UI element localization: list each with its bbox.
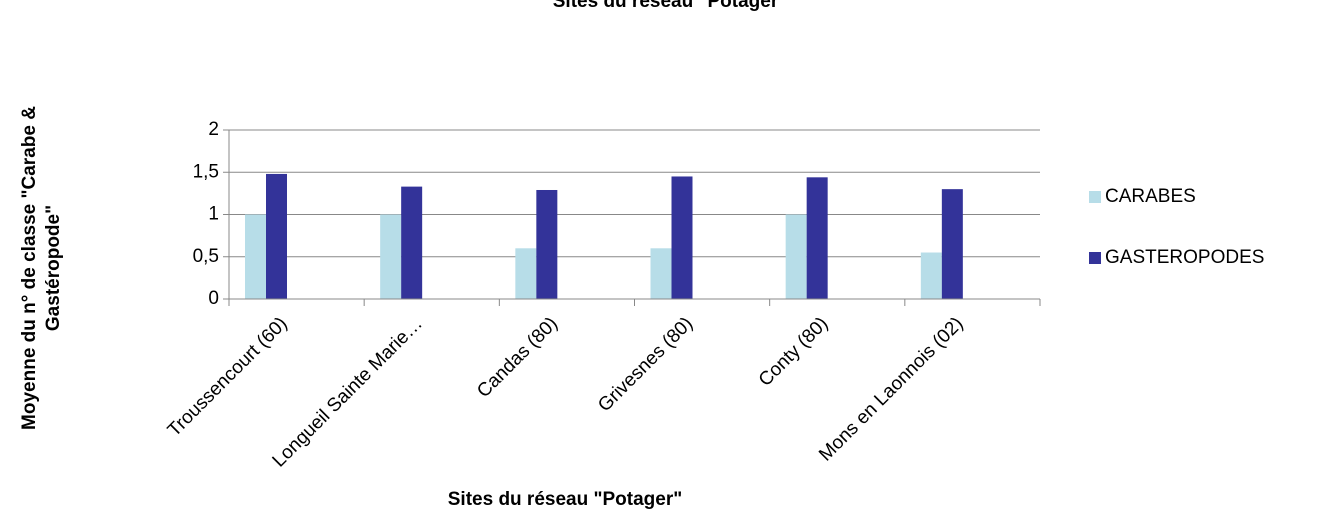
bar [806,177,828,299]
x-tick-label: Grivesnes (80) [594,313,697,416]
bar [401,186,423,299]
x-axis-label: Sites du réseau "Potager" [448,489,683,510]
y-axis-label-line: Moyenne du n° de classe "Carabe & [19,106,40,430]
bar [380,214,402,299]
y-axis-label: Moyenne du n° de classe "Carabe & Gastér… [19,106,64,430]
bar [671,176,693,299]
bar [266,173,287,299]
chart-title: Sites du réseau "Potager" [553,0,788,12]
y-tick-label: 2 [208,119,219,140]
bar [920,252,942,299]
x-tick-label: Candas (80) [473,313,562,402]
bar [650,248,672,299]
bar [245,214,266,299]
y-tick-label: 0,5 [193,246,219,267]
bar [515,248,537,299]
bar [941,189,963,299]
x-tick-label: Conty (80) [755,313,833,391]
legend-label: CARABES [1105,186,1196,207]
y-tick-label: 0 [208,288,219,309]
y-axis-label-line: Gastéropode" [43,205,64,331]
bar [536,189,558,299]
legend-label: GASTEROPODES [1105,247,1264,268]
x-tick-label: Troussencourt (60) [164,313,292,441]
legend-swatch [1089,252,1101,264]
y-tick-label: 1 [208,204,219,225]
legend-swatch [1089,191,1101,203]
bar [785,214,807,299]
x-tick-label: Longueil Sainte Marie… [269,313,427,471]
x-tick-label: Mons en Laonnois (02) [815,313,967,465]
y-tick-label: 1,5 [193,161,219,182]
